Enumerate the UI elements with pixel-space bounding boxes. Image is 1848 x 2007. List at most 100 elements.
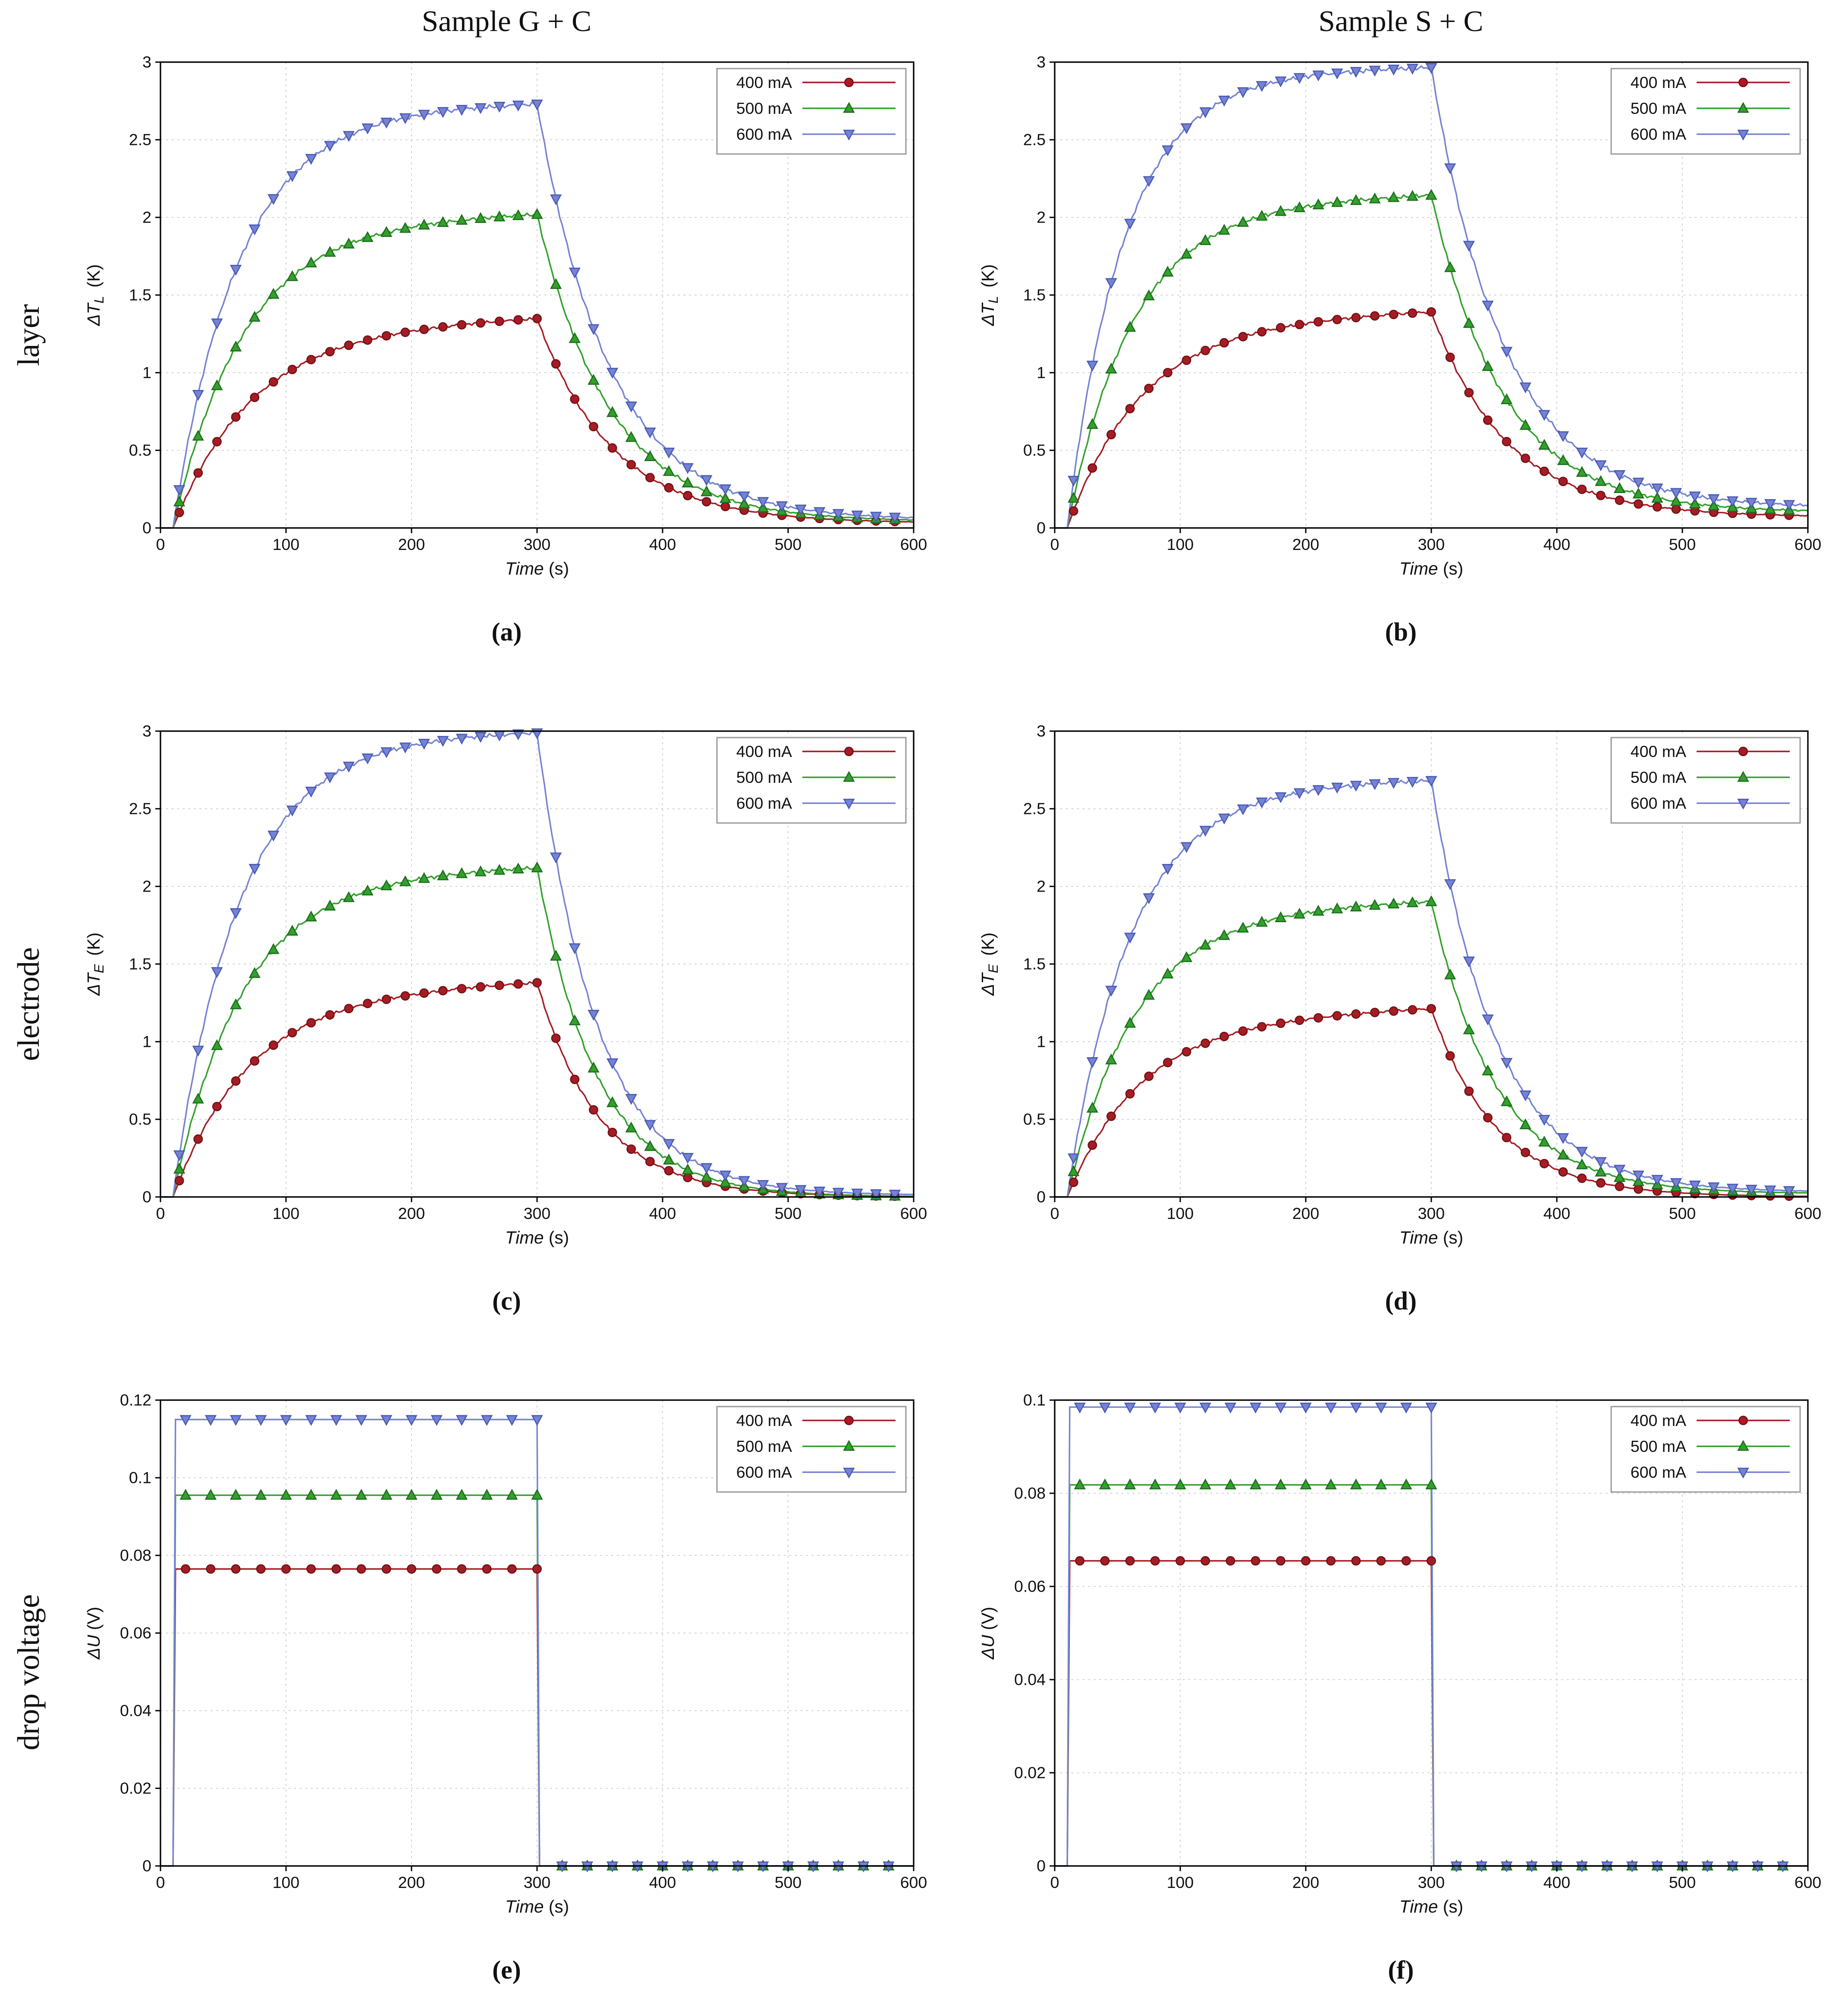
svg-text:600: 600 [899,1873,927,1891]
svg-text:500 mA: 500 mA [1630,1437,1685,1455]
caption-e: (e) [492,1957,521,1985]
svg-text:100: 100 [272,535,299,553]
svg-text:200: 200 [397,1873,424,1891]
svg-text:600 mA: 600 mA [735,125,791,143]
svg-text:500 mA: 500 mA [1630,99,1685,117]
svg-text:0: 0 [1036,519,1045,537]
svg-text:ΔU (V): ΔU (V) [977,1607,997,1660]
svg-text:2.5: 2.5 [1022,131,1045,149]
svg-text:0: 0 [1050,1873,1059,1891]
svg-text:ΔU (V): ΔU (V) [83,1607,103,1660]
svg-text:1: 1 [142,364,151,382]
caption-d: (d) [1385,1288,1417,1316]
svg-text:500: 500 [1668,535,1695,553]
svg-text:200: 200 [1292,535,1319,553]
svg-text:0: 0 [1036,1188,1045,1206]
svg-text:0: 0 [142,1857,151,1875]
svg-text:500: 500 [774,535,801,553]
svg-text:200: 200 [1292,1204,1319,1222]
svg-text:0: 0 [1050,1204,1059,1222]
svg-text:300: 300 [523,1873,550,1891]
svg-text:600 mA: 600 mA [735,794,791,812]
column-title-left: Sample G + C [421,5,592,38]
svg-text:2.5: 2.5 [128,800,151,818]
svg-text:0.08: 0.08 [1014,1484,1045,1502]
row-label-drop-voltage-text: drop voltage [12,1594,46,1751]
svg-text:0.04: 0.04 [1014,1671,1045,1689]
svg-text:100: 100 [272,1873,299,1891]
svg-text:3: 3 [142,722,151,740]
svg-text:2: 2 [1036,877,1045,895]
svg-text:0: 0 [155,535,164,553]
svg-text:500 mA: 500 mA [735,1437,791,1455]
svg-text:0.02: 0.02 [1014,1764,1045,1782]
svg-text:200: 200 [1292,1873,1319,1891]
svg-text:2.5: 2.5 [1022,800,1045,818]
panel-b: Sample S + C 0 100 200 300 400 500 600 0 0.5 1 1.5… [954,0,1848,669]
svg-text:600: 600 [1794,1873,1821,1891]
chart-svg: 0 100 200 300 400 500 600 0 0.02 0.04 0.06 0.08 0.1 T… [977,1391,1821,1916]
svg-text:600 mA: 600 mA [1630,125,1685,143]
svg-text:600: 600 [899,1204,927,1222]
svg-text:1.5: 1.5 [1022,955,1045,973]
svg-text:500 mA: 500 mA [735,768,791,786]
svg-text:400: 400 [648,535,676,553]
svg-text:0.5: 0.5 [128,1110,151,1128]
row-label-layer-text: layer [12,303,46,366]
svg-text:0: 0 [142,1188,151,1206]
svg-text:100: 100 [1166,1204,1193,1222]
chart-d: 0 100 200 300 400 500 600 0 0.5 1 1.5 2 2.5 3 Time (s)… [974,716,1828,1259]
caption-f: (f) [1388,1957,1414,1985]
panel-f: 0 100 200 300 400 500 600 0 0.02 0.04 0.06 0.08 0.1 T… [954,1338,1848,2007]
svg-text:Time (s): Time (s) [504,1897,568,1916]
svg-text:2: 2 [142,877,151,895]
chart-svg: 0 100 200 300 400 500 600 0 0.5 1 1.5 2 2.5 3 Time (s)… [83,53,927,578]
svg-text:1.5: 1.5 [128,955,151,973]
svg-text:Time (s): Time (s) [1399,559,1462,578]
svg-text:0.06: 0.06 [119,1624,151,1642]
title-spacer-e [60,1338,954,1385]
svg-text:0.5: 0.5 [1022,1110,1045,1128]
svg-text:400 mA: 400 mA [735,73,791,91]
svg-text:400: 400 [1543,1204,1570,1222]
chart-svg: 0 100 200 300 400 500 600 0 0.02 0.04 0.06 0.08 0.1 0… [83,1391,927,1916]
svg-text:500: 500 [1668,1204,1695,1222]
svg-text:100: 100 [1166,1873,1193,1891]
svg-text:600: 600 [899,535,927,553]
svg-text:600 mA: 600 mA [735,1463,791,1481]
svg-text:0: 0 [1050,535,1059,553]
svg-text:1: 1 [1036,364,1045,382]
svg-text:0.12: 0.12 [119,1391,151,1409]
svg-text:Time (s): Time (s) [1399,1897,1462,1916]
svg-text:400: 400 [648,1873,676,1891]
svg-text:500 mA: 500 mA [1630,768,1685,786]
svg-text:300: 300 [523,535,550,553]
svg-text:1.5: 1.5 [128,286,151,304]
svg-text:200: 200 [397,1204,424,1222]
svg-text:600: 600 [1794,1204,1821,1222]
panel-c: 0 100 200 300 400 500 600 0 0.5 1 1.5 2 2.5 3 Time (s)… [60,669,954,1338]
svg-text:400 mA: 400 mA [1630,1411,1685,1429]
svg-text:0.08: 0.08 [119,1546,151,1564]
title-spacer-d [954,669,1848,716]
column-title-right: Sample S + C [1318,5,1483,38]
svg-text:0.1: 0.1 [1022,1391,1045,1409]
svg-text:400 mA: 400 mA [735,742,791,760]
svg-text:300: 300 [1417,1873,1444,1891]
svg-text:400: 400 [648,1204,676,1222]
svg-text:500: 500 [774,1204,801,1222]
svg-text:3: 3 [142,53,151,71]
title-spacer-c [60,669,954,716]
svg-text:2.5: 2.5 [128,131,151,149]
row-label-drop-voltage: drop voltage [0,1338,60,2007]
svg-text:0.04: 0.04 [119,1702,151,1720]
svg-text:3: 3 [1036,53,1045,71]
chart-b: 0 100 200 300 400 500 600 0 0.5 1 1.5 2 2.5 3 Time (s)… [974,47,1828,590]
svg-text:500 mA: 500 mA [735,99,791,117]
svg-text:300: 300 [1417,535,1444,553]
svg-text:2: 2 [142,208,151,226]
svg-text:ΔTL (K): ΔTL (K) [977,264,1000,327]
svg-text:300: 300 [523,1204,550,1222]
svg-text:0.5: 0.5 [1022,441,1045,459]
